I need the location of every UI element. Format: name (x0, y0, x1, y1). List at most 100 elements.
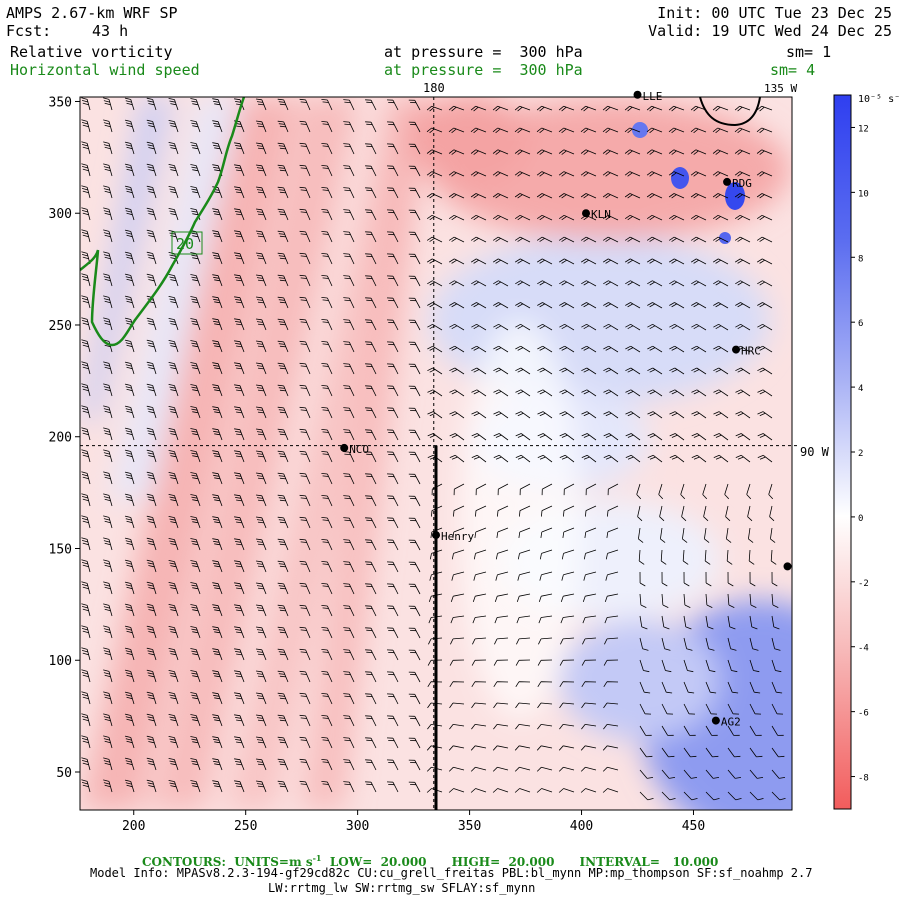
wind-barb-585 (277, 494, 289, 507)
wind-barb-153 (624, 193, 641, 199)
wind-barb-769 (103, 625, 113, 639)
wind-barb-958 (749, 747, 763, 758)
wind-barb-746 (299, 604, 311, 617)
wind-barb-2 (124, 97, 135, 111)
wind-barb-646 (212, 538, 223, 551)
wind-barb-939 (321, 737, 333, 749)
wind-barb-573 (724, 483, 730, 500)
wind-barb-14 (386, 99, 399, 111)
wind-barb-119 (580, 171, 597, 177)
wind-barb-446 (735, 389, 751, 397)
wind-barb-921 (639, 725, 652, 736)
wind-barb-491 (321, 429, 333, 441)
wind-barb-856 (603, 681, 619, 688)
wind-barb-118 (558, 171, 575, 177)
wind-barb-501 (537, 433, 553, 441)
wind-barb-125 (712, 171, 729, 177)
wind-barb-300 (343, 297, 355, 309)
wind-barb-194 (124, 229, 135, 243)
wind-barb-112 (426, 171, 443, 177)
station-marker-7 (711, 716, 720, 725)
wind-barb-622 (386, 517, 399, 529)
wind-barb-242 (470, 258, 487, 265)
wind-barb-874 (299, 692, 311, 705)
wind-barb-494 (386, 429, 399, 441)
wind-barb-72 (255, 142, 267, 155)
wind-barb-756 (516, 615, 531, 624)
wind-barb-635 (682, 527, 688, 543)
wind-barb-346 (647, 323, 663, 331)
wind-barb-198 (212, 230, 223, 243)
wind-barb-328 (255, 318, 267, 331)
wind-barb-875 (321, 693, 333, 705)
wind-barb-581 (190, 494, 201, 507)
wind-barb-910 (386, 715, 399, 727)
wind-barb-602 (659, 505, 665, 522)
wind-barb-124 (690, 171, 707, 177)
wind-barb-132 (168, 186, 179, 199)
y-tick-label-2: 250 (49, 319, 72, 334)
wind-barb-469 (537, 411, 553, 419)
wind-barb-318 (735, 302, 751, 309)
wind-barb-628 (518, 527, 531, 538)
wind-barb-387 (146, 361, 157, 375)
wind-barb-215 (580, 236, 597, 243)
wind-barb-468 (515, 411, 531, 419)
wind-barb-743 (234, 604, 245, 617)
wind-barb-164 (168, 208, 179, 221)
wind-barb-790 (560, 637, 575, 645)
wind-barb-957 (727, 747, 741, 758)
wind-barb-16 (426, 105, 443, 112)
wind-barb-713 (277, 582, 289, 595)
wind-barb-58 (646, 127, 663, 134)
wind-barb-85 (536, 149, 553, 155)
wind-barb-557 (365, 473, 377, 485)
wind-barb-539 (669, 454, 685, 463)
wind-barb-509 (713, 433, 729, 441)
wind-barb-370 (471, 345, 487, 353)
wind-barb-455 (234, 406, 245, 419)
wind-barb-814 (386, 649, 399, 661)
wind-barb-488 (255, 428, 267, 441)
wind-barb-588 (343, 495, 355, 507)
wind-barb-804 (168, 648, 179, 661)
wind-barb-519 (234, 450, 245, 463)
contours-prefix: CONTOURS: UNITS=m s (142, 855, 313, 869)
wind-barb-679 (234, 560, 245, 573)
wind-barb-582 (212, 494, 223, 507)
wind-barb-323 (146, 317, 157, 331)
wind-barb-712 (255, 582, 267, 595)
wind-barb-917 (537, 724, 553, 730)
colorbar-tick-label-0: 12 (858, 124, 869, 134)
wind-barb-611 (146, 515, 157, 529)
wind-barb-792 (604, 637, 619, 645)
wind-barb-640 (81, 537, 91, 551)
wind-barb-766 (749, 615, 758, 630)
wind-barb-886 (559, 702, 575, 709)
wind-barb-904 (255, 714, 267, 727)
wind-barb-897 (103, 713, 113, 727)
wind-barb-171 (321, 209, 333, 221)
wind-barb-534 (559, 454, 575, 463)
wind-barb-421 (190, 384, 201, 397)
wind-barb-607 (769, 505, 775, 522)
wind-barb-497 (449, 433, 465, 441)
wind-barb-108 (343, 165, 355, 177)
wind-barb-817 (449, 659, 465, 666)
wind-barb-1007 (408, 781, 421, 793)
wind-barb-426 (299, 384, 311, 397)
wind-barb-996 (168, 780, 179, 793)
wind-barb-415 (757, 367, 773, 375)
wind-barb-330 (299, 318, 311, 331)
wind-barb-651 (321, 539, 333, 551)
wind-barb-457 (277, 406, 289, 419)
wind-barb-724 (516, 593, 531, 603)
wind-barb-735 (771, 593, 779, 608)
wind-barb-699 (683, 571, 690, 587)
wind-barb-394 (299, 362, 311, 375)
wind-barb-763 (683, 615, 692, 630)
wind-barb-949 (536, 745, 553, 751)
wind-barb-920 (603, 724, 619, 730)
wind-barb-284 (691, 280, 707, 287)
wind-barb-425 (277, 384, 289, 397)
